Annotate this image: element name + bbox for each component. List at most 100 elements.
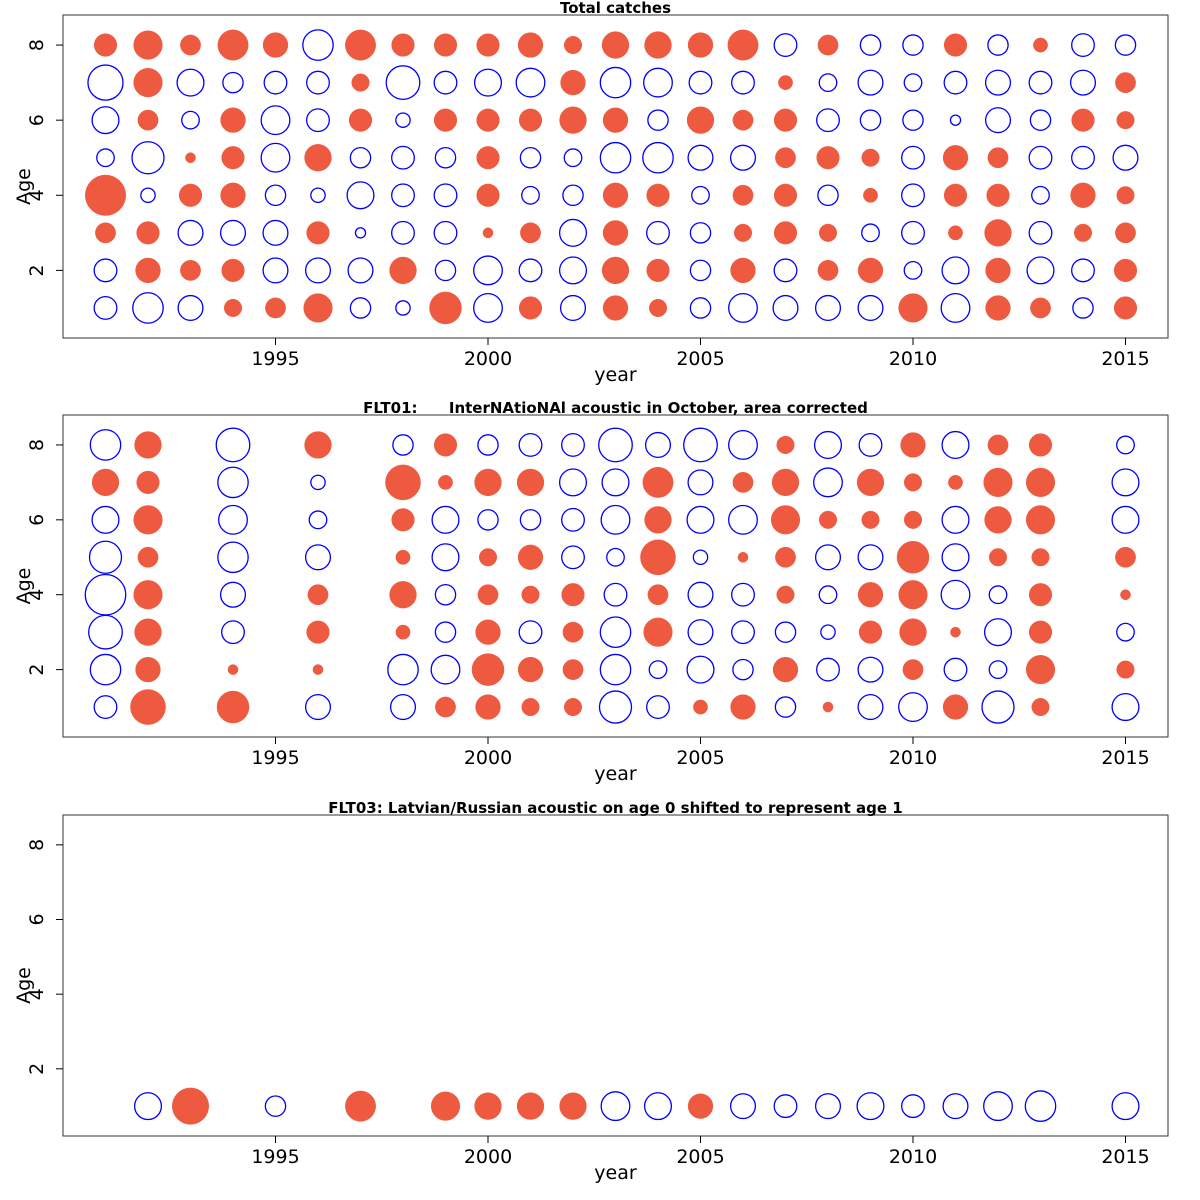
negative-residual-bubble (263, 70, 288, 95)
positive-residual-bubble (602, 107, 629, 133)
positive-residual-bubble (1115, 72, 1136, 93)
positive-residual-bubble (560, 69, 586, 96)
negative-residual-bubble (941, 505, 970, 534)
positive-residual-bubble (642, 466, 674, 498)
negative-residual-bubble (643, 67, 673, 98)
negative-residual-bubble (1111, 1092, 1140, 1121)
negative-residual-bubble (354, 227, 367, 239)
positive-residual-bubble (216, 690, 250, 724)
positive-residual-bubble (776, 435, 795, 454)
positive-residual-bubble (899, 618, 927, 646)
positive-residual-bubble (185, 152, 196, 164)
negative-residual-bubble (940, 579, 971, 610)
negative-residual-bubble (688, 70, 713, 95)
positive-residual-bubble (348, 108, 373, 132)
y-tick-label: 2 (26, 664, 48, 676)
negative-residual-bubble (861, 223, 880, 243)
negative-residual-bubble (349, 297, 372, 319)
negative-residual-bubble (1028, 145, 1053, 170)
negative-residual-bubble (687, 469, 714, 496)
negative-residual-bubble (599, 66, 632, 99)
negative-residual-bubble (1116, 435, 1135, 455)
positive-residual-bubble (385, 464, 421, 501)
negative-residual-bubble (686, 655, 715, 684)
negative-residual-bubble (818, 585, 838, 605)
negative-residual-bubble (600, 504, 631, 535)
negative-residual-bubble (599, 653, 632, 686)
y-axis-title: Age (13, 967, 35, 1004)
negative-residual-bubble (518, 432, 543, 457)
positive-residual-bubble (351, 73, 370, 92)
negative-residual-bubble (857, 294, 884, 321)
positive-residual-bubble (898, 580, 928, 610)
negative-residual-bubble (643, 1092, 673, 1121)
negative-residual-bubble (818, 73, 838, 93)
positive-residual-bubble (345, 1090, 376, 1122)
positive-residual-bubble (1116, 186, 1135, 205)
negative-residual-bubble (689, 297, 712, 319)
negative-residual-bubble (1111, 693, 1140, 722)
negative-residual-bubble (391, 145, 415, 170)
positive-residual-bubble (262, 32, 289, 58)
negative-residual-bubble (515, 67, 546, 98)
negative-residual-bubble (215, 427, 251, 463)
positive-residual-bubble (1116, 660, 1135, 679)
negative-residual-bubble (1028, 70, 1053, 95)
negative-residual-bubble (981, 690, 1015, 724)
positive-residual-bubble (643, 617, 673, 647)
positive-residual-bubble (730, 257, 756, 284)
negative-residual-bubble (519, 146, 542, 169)
positive-residual-bubble (602, 295, 629, 321)
positive-residual-bubble (345, 29, 376, 61)
negative-residual-bubble (1116, 622, 1135, 642)
negative-residual-bubble (521, 185, 540, 205)
positive-residual-bubble (521, 585, 540, 604)
positive-residual-bubble (647, 584, 669, 606)
positive-residual-bubble (137, 109, 159, 131)
positive-residual-bubble (898, 293, 928, 323)
positive-residual-bubble (687, 1093, 714, 1119)
positive-residual-bubble (476, 33, 500, 57)
negative-residual-bubble (218, 504, 248, 535)
negative-residual-bubble (689, 222, 712, 244)
negative-residual-bubble (349, 146, 372, 169)
positive-residual-bubble (180, 34, 201, 56)
negative-residual-bubble (431, 505, 460, 534)
negative-residual-bubble (1024, 1090, 1057, 1122)
negative-residual-bubble (857, 69, 884, 96)
negative-residual-bubble (93, 695, 118, 720)
positive-residual-bubble (818, 223, 838, 242)
negative-residual-bubble (687, 144, 714, 171)
positive-residual-bubble (1031, 548, 1050, 567)
panel-title: FLT03: Latvian/Russian acoustic on age 0… (328, 799, 902, 817)
positive-residual-bubble (134, 618, 162, 646)
panel-1: Total catches 1995 2000 2005 2010 2015 2 4 6 8 yea… (13, 0, 1169, 386)
negative-residual-bubble (902, 109, 924, 131)
x-tick-label: 2015 (1101, 348, 1149, 370)
negative-residual-bubble (987, 34, 1009, 56)
positive-residual-bubble (775, 546, 796, 568)
positive-residual-bubble (903, 510, 923, 529)
positive-residual-bubble (857, 257, 884, 284)
positive-residual-bubble (646, 258, 670, 282)
negative-residual-bubble (941, 430, 970, 459)
negative-residual-bubble (988, 585, 1008, 605)
negative-residual-bubble (434, 259, 457, 282)
y-tick-label: 6 (26, 913, 48, 925)
positive-residual-bubble (983, 467, 1013, 497)
negative-residual-bubble (561, 507, 585, 532)
negative-residual-bubble (686, 505, 715, 534)
negative-residual-bubble (983, 1091, 1013, 1122)
positive-residual-bubble (517, 544, 544, 570)
positive-residual-bubble (1028, 620, 1053, 644)
x-axis-title: year (594, 1162, 637, 1184)
positive-residual-bubble (389, 256, 417, 285)
positive-residual-bubble (559, 106, 587, 134)
negative-residual-bubble (518, 258, 543, 283)
negative-residual-bubble (820, 624, 836, 640)
positive-residual-bubble (778, 75, 793, 91)
positive-residual-bubble (1025, 467, 1056, 497)
negative-residual-bubble (132, 292, 164, 324)
negative-residual-bubble (857, 544, 884, 571)
